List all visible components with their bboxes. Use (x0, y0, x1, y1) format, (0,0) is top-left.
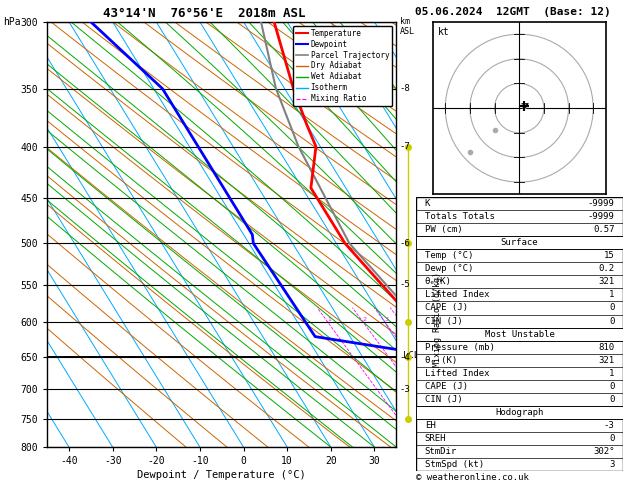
Text: -6: -6 (399, 239, 410, 248)
Bar (416, 236, 623, 249)
Text: Lifted Index: Lifted Index (425, 369, 489, 378)
Text: Dewp (°C): Dewp (°C) (425, 264, 473, 273)
Text: LCL: LCL (403, 351, 420, 360)
Text: 2: 2 (363, 317, 367, 322)
Text: EH: EH (425, 421, 435, 430)
Text: 1: 1 (609, 369, 615, 378)
Text: -5: -5 (399, 280, 410, 289)
Text: 810: 810 (598, 343, 615, 352)
Text: Pressure (mb): Pressure (mb) (425, 343, 494, 352)
Legend: Temperature, Dewpoint, Parcel Trajectory, Dry Adiabat, Wet Adiabat, Isotherm, Mi: Temperature, Dewpoint, Parcel Trajectory… (293, 26, 392, 106)
Text: -8: -8 (399, 84, 410, 93)
Text: kt: kt (438, 27, 450, 37)
Text: CAPE (J): CAPE (J) (425, 382, 467, 391)
Text: Hodograph: Hodograph (496, 408, 543, 417)
Text: 0.57: 0.57 (593, 225, 615, 234)
Text: 1: 1 (609, 291, 615, 299)
Text: -9999: -9999 (587, 212, 615, 221)
Text: Mixing Ratio (g/kg): Mixing Ratio (g/kg) (433, 272, 442, 367)
Text: 321: 321 (598, 278, 615, 286)
Text: Most Unstable: Most Unstable (484, 330, 555, 339)
Text: Temp (°C): Temp (°C) (425, 251, 473, 260)
Text: -9999: -9999 (587, 199, 615, 208)
Text: 0: 0 (609, 395, 615, 404)
Bar (416, 406, 623, 419)
Bar (416, 328, 623, 341)
Text: 321: 321 (598, 356, 615, 365)
Text: 3: 3 (609, 460, 615, 469)
Text: 43°14'N  76°56'E  2018m ASL: 43°14'N 76°56'E 2018m ASL (103, 7, 306, 20)
Text: K: K (425, 199, 430, 208)
Text: 0: 0 (609, 434, 615, 443)
Text: CIN (J): CIN (J) (425, 316, 462, 326)
Text: 0: 0 (609, 382, 615, 391)
Text: 0.2: 0.2 (598, 264, 615, 273)
Text: StmSpd (kt): StmSpd (kt) (425, 460, 484, 469)
Text: 0: 0 (609, 303, 615, 312)
Text: PW (cm): PW (cm) (425, 225, 462, 234)
Text: © weatheronline.co.uk: © weatheronline.co.uk (416, 473, 529, 482)
Text: -3: -3 (604, 421, 615, 430)
Text: Surface: Surface (501, 238, 538, 247)
Text: 05.06.2024  12GMT  (Base: 12): 05.06.2024 12GMT (Base: 12) (415, 7, 611, 17)
Text: -7: -7 (399, 142, 410, 151)
Text: StmDir: StmDir (425, 447, 457, 456)
Text: θₑ(K): θₑ(K) (425, 278, 452, 286)
Text: 1: 1 (327, 317, 331, 322)
Text: 0: 0 (609, 316, 615, 326)
Text: 302°: 302° (593, 447, 615, 456)
Text: -4: -4 (399, 353, 410, 362)
Text: 3: 3 (384, 317, 389, 322)
Text: CAPE (J): CAPE (J) (425, 303, 467, 312)
X-axis label: Dewpoint / Temperature (°C): Dewpoint / Temperature (°C) (137, 470, 306, 480)
Text: Totals Totals: Totals Totals (425, 212, 494, 221)
Text: CIN (J): CIN (J) (425, 395, 462, 404)
Text: -3: -3 (399, 385, 410, 394)
Text: SREH: SREH (425, 434, 446, 443)
Text: 15: 15 (604, 251, 615, 260)
Text: Lifted Index: Lifted Index (425, 291, 489, 299)
Text: θₑ (K): θₑ (K) (425, 356, 457, 365)
Text: hPa: hPa (3, 17, 21, 27)
Text: km
ASL: km ASL (400, 17, 415, 36)
